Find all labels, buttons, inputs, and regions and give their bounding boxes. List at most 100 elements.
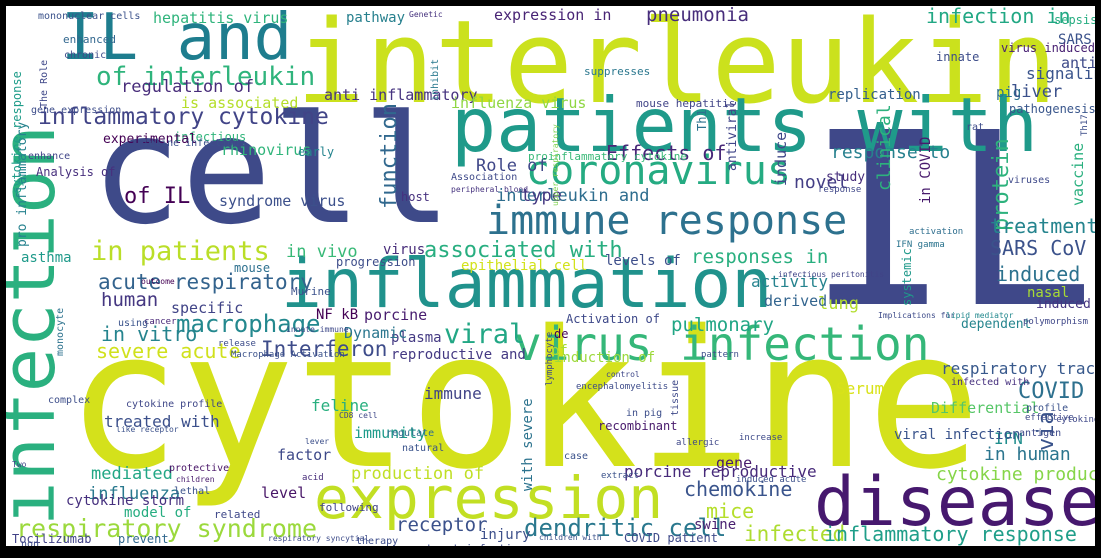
cloud-word: factor <box>277 446 332 464</box>
cloud-word: induce <box>772 131 790 186</box>
cloud-word: IFN <box>994 429 1023 448</box>
cloud-word: hepatitis virus <box>153 9 289 27</box>
cloud-word: infected <box>744 522 846 546</box>
cloud-word: of interleukin <box>96 62 316 92</box>
cloud-word: Two <box>12 460 27 469</box>
cloud-word: Effects of <box>606 141 727 165</box>
cloud-word: cancer <box>144 317 177 327</box>
cloud-word: Tocilizumab <box>12 532 92 546</box>
cloud-word: Th1 <box>695 109 709 131</box>
cloud-word: monocyte <box>55 307 66 356</box>
cloud-word: mouse <box>234 261 271 275</box>
cloud-word: cytokine response <box>10 71 24 194</box>
cloud-word: IFN gamma <box>896 240 945 250</box>
cloud-word: Interferon <box>261 337 388 361</box>
cloud-word: swine <box>694 517 737 533</box>
cloud-word: human <box>101 289 159 311</box>
cloud-word: interleukin and <box>496 186 650 206</box>
cloud-word: pig <box>996 85 1022 101</box>
cloud-word: IL <box>806 81 1095 361</box>
cloud-word: type <box>521 186 562 206</box>
cloud-word: respiratory tract <box>941 359 1095 378</box>
cloud-word: disease <box>814 463 1095 542</box>
cloud-word: derived <box>764 292 828 310</box>
cloud-word: release <box>218 339 256 349</box>
cloud-word: protective <box>169 463 230 474</box>
cloud-word: pattern <box>701 350 739 360</box>
cloud-word: children <box>176 475 215 484</box>
cloud-word: asthma <box>21 250 72 266</box>
cloud-word: feline <box>311 396 369 415</box>
cloud-word: proinflammatory cytokine <box>528 150 687 163</box>
cloud-word: nasal <box>1027 285 1070 301</box>
cloud-word: novel <box>794 172 849 193</box>
cloud-word: experimental <box>103 132 197 147</box>
cloud-word: cell <box>91 84 453 258</box>
cloud-word: interleukin <box>296 6 1058 130</box>
cloud-word: viral infection <box>894 427 1021 443</box>
cloud-word: NF kB <box>316 307 359 323</box>
cloud-word: gene <box>716 454 753 472</box>
cloud-word: levels of <box>605 253 681 269</box>
cloud-word: encephalomyelitis <box>576 382 669 392</box>
cloud-word: anti <box>1061 54 1095 72</box>
cloud-word: influenza virus <box>451 94 587 112</box>
cloud-word: associated with <box>424 238 623 263</box>
cloud-word: CD8 cell <box>339 411 378 420</box>
cloud-word: lethal <box>174 486 211 497</box>
cloud-word: study <box>826 170 866 185</box>
cloud-word: cytokine <box>66 290 982 511</box>
cloud-word: children with <box>539 533 602 542</box>
cloud-word: anti inflammatory <box>324 86 478 104</box>
cloud-word: Implications for <box>878 311 956 320</box>
cloud-word: Murine <box>291 285 331 298</box>
cloud-word: Genetic <box>409 10 443 19</box>
cloud-word: response <box>818 185 862 195</box>
cloud-word: effective <box>1025 413 1074 423</box>
cloud-word: case <box>564 451 589 462</box>
cloud-word: de <box>554 327 569 341</box>
cloud-word: induction of <box>554 350 656 366</box>
cloud-word: in human <box>984 444 1071 465</box>
cloud-word: sepsis <box>1054 13 1095 27</box>
cloud-word: dendritic cell <box>524 514 727 542</box>
cloud-word: immunity <box>354 424 427 442</box>
cloud-word: control <box>606 370 640 379</box>
cloud-word: infectious <box>174 130 247 144</box>
cloud-word: influenza <box>88 484 181 504</box>
cloud-word: virus <box>383 242 426 258</box>
cloud-word: with severe <box>520 398 536 491</box>
cloud-word: chemokine <box>684 477 793 501</box>
cloud-word: in patients <box>91 236 270 267</box>
cloud-word: respiratory syncytial <box>268 534 370 543</box>
cloud-word: acid <box>302 473 324 483</box>
cloud-word: viruses <box>1008 175 1051 186</box>
cloud-word: treatment <box>990 214 1095 238</box>
cloud-word: severe acute <box>96 339 241 363</box>
cloud-word: mononuclear cells <box>38 11 141 22</box>
cloud-word: antiviral <box>725 100 740 171</box>
cloud-word: systemic <box>900 248 914 306</box>
cloud-word: related <box>214 508 261 521</box>
cloud-word: antigen <box>1019 428 1062 439</box>
cloud-word: rhinovirus <box>221 141 312 159</box>
cloud-word: extract <box>601 471 639 481</box>
cloud-word: outcome <box>141 277 175 286</box>
cloud-word: SARS CoV <box>990 236 1087 260</box>
cloud-word: rat <box>966 122 985 133</box>
cloud-word: early <box>298 145 335 159</box>
cloud-word: pathway <box>346 10 406 26</box>
cloud-word: suppresses <box>584 65 651 78</box>
cloud-word: regulate <box>386 428 435 439</box>
cloud-word: using <box>118 318 149 329</box>
cloud-word: expression <box>314 464 664 532</box>
cloud-word: receptor <box>396 514 488 536</box>
cloud-word: coronavirus <box>526 148 791 194</box>
cloud-word: infectious peritonitis <box>778 270 884 279</box>
cloud-word: immune response <box>486 198 848 244</box>
cloud-word: COVID <box>1018 379 1085 404</box>
cloud-word: cytokine <box>1056 415 1095 425</box>
cloud-word: syndrome virus <box>219 192 346 210</box>
cloud-word: immune <box>424 384 482 403</box>
cloud-word: inflammation <box>281 245 773 324</box>
